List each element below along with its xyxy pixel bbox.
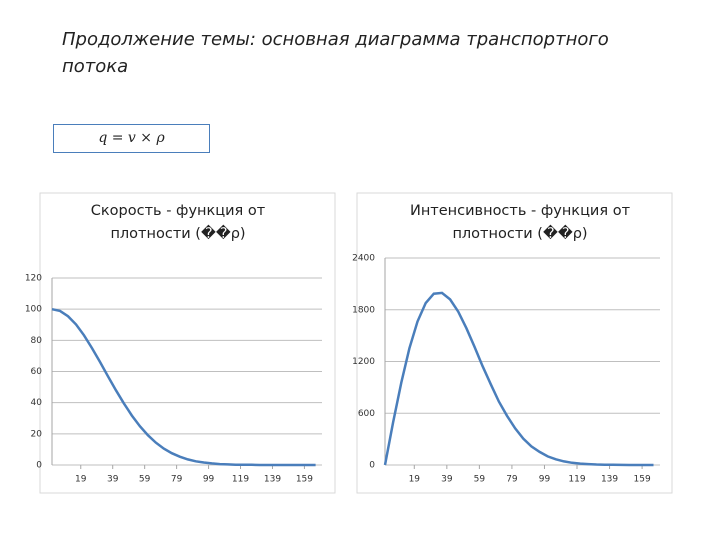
x-tick-label: 139 bbox=[601, 475, 618, 485]
y-tick-label: 60 bbox=[31, 367, 43, 377]
x-tick-label: 39 bbox=[107, 475, 119, 485]
x-tick-label: 19 bbox=[75, 475, 87, 485]
y-tick-label: 0 bbox=[369, 461, 375, 471]
x-tick-label: 79 bbox=[171, 475, 183, 485]
y-tick-label: 2400 bbox=[352, 254, 375, 264]
y-tick-label: 80 bbox=[31, 336, 43, 346]
x-tick-label: 159 bbox=[296, 475, 313, 485]
data-line bbox=[383, 291, 654, 467]
x-tick-label: 139 bbox=[264, 475, 281, 485]
data-line bbox=[51, 307, 316, 467]
y-tick-label: 120 bbox=[25, 274, 42, 284]
chart-title: Скорость - функция от плотности (��ρ) bbox=[90, 203, 266, 242]
x-tick-label: 119 bbox=[232, 475, 249, 485]
y-tick-label: 600 bbox=[358, 409, 375, 419]
x-tick-label: 19 bbox=[409, 475, 421, 485]
y-tick-label: 1800 bbox=[352, 305, 375, 315]
x-tick-label: 119 bbox=[568, 475, 585, 485]
y-tick-label: 20 bbox=[31, 429, 43, 439]
x-tick-label: 159 bbox=[634, 475, 651, 485]
x-tick-label: 99 bbox=[539, 475, 551, 485]
chart-frame bbox=[356, 192, 673, 494]
slide-title: Продолжение темы: основная диаграмма тра… bbox=[62, 29, 609, 77]
y-tick-label: 1200 bbox=[352, 357, 375, 367]
y-tick-label: 40 bbox=[31, 398, 43, 408]
x-tick-label: 39 bbox=[441, 475, 453, 485]
y-tick-label: 100 bbox=[25, 305, 42, 315]
y-tick-label: 0 bbox=[36, 461, 42, 471]
x-tick-label: 79 bbox=[506, 475, 518, 485]
chart-frame bbox=[39, 192, 336, 494]
x-tick-label: 99 bbox=[203, 475, 215, 485]
x-tick-label: 59 bbox=[474, 475, 486, 485]
x-tick-label: 59 bbox=[139, 475, 151, 485]
chart-title: Интенсивность - функция от плотности (��… bbox=[409, 203, 631, 242]
formula: q = v × ρ bbox=[53, 124, 210, 153]
